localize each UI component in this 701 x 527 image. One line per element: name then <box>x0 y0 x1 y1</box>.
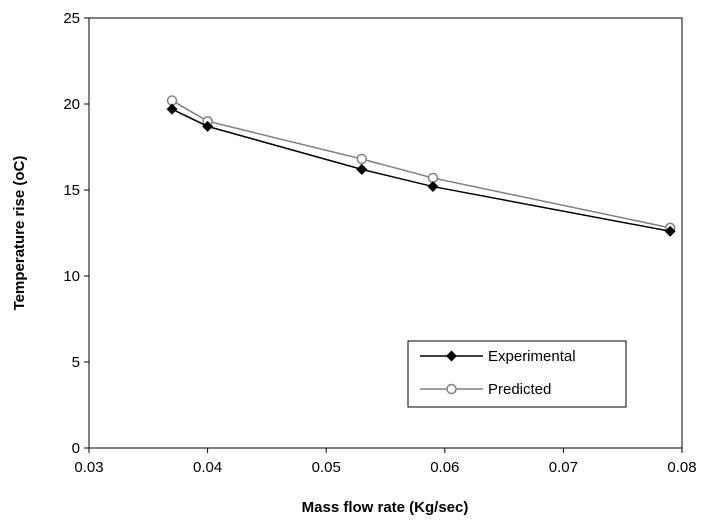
legend-marker-predicted <box>446 383 457 395</box>
y-tick-label: 5 <box>72 354 80 371</box>
y-tick-label: 25 <box>63 10 80 27</box>
legend-label-experimental: Experimental <box>488 348 576 365</box>
x-axis-title: Mass flow rate (Kg/sec) <box>302 499 469 516</box>
x-tick-label: 0.06 <box>430 459 459 476</box>
data-point-predicted <box>356 153 368 165</box>
x-tick-label: 0.03 <box>74 459 103 476</box>
y-tick-label: 15 <box>63 182 80 199</box>
legend-box <box>407 340 627 408</box>
y-axis-ticks: 0 5 10 15 20 25 <box>63 10 89 457</box>
series-layer <box>166 95 676 237</box>
y-tick-label: 20 <box>63 96 80 113</box>
legend: Experimental Predicted <box>407 340 627 408</box>
x-tick-label: 0.07 <box>549 459 578 476</box>
data-point-experimental <box>166 103 178 115</box>
x-tick-label: 0.05 <box>312 459 341 476</box>
y-tick-label: 0 <box>72 440 80 457</box>
legend-marker-experimental <box>446 350 457 362</box>
data-point-experimental <box>427 181 439 193</box>
data-point-experimental <box>356 163 368 175</box>
legend-label-predicted: Predicted <box>488 381 551 398</box>
x-tick-label: 0.04 <box>193 459 222 476</box>
y-tick-label: 10 <box>63 268 80 285</box>
y-axis-title: Temperature rise (oC) <box>11 156 28 311</box>
data-point-experimental <box>202 120 214 132</box>
x-axis-ticks: 0.03 0.04 0.05 0.06 0.07 0.08 <box>74 448 697 476</box>
data-point-experimental <box>664 225 676 237</box>
x-tick-label: 0.08 <box>667 459 696 476</box>
